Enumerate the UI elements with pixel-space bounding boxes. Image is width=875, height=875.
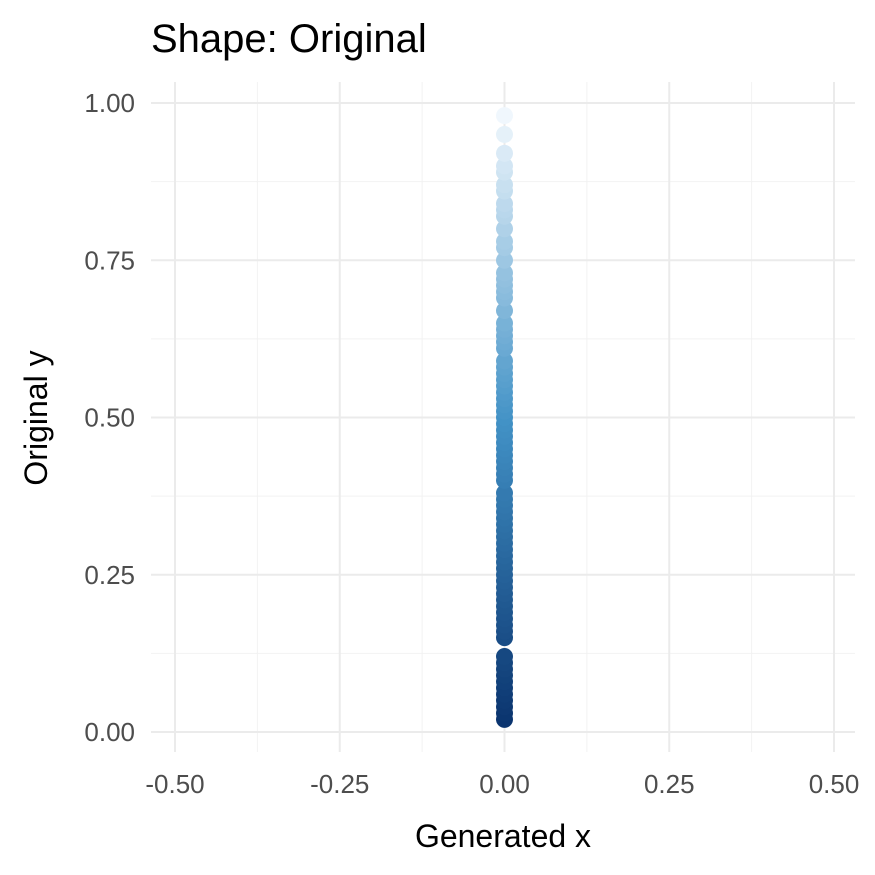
data-point (496, 107, 513, 125)
data-point (496, 314, 513, 332)
data-point (496, 251, 513, 269)
data-point (496, 125, 513, 143)
y-tick-label: 0.50 (84, 403, 135, 433)
x-tick-label: 0.00 (479, 769, 530, 799)
x-tick-label: -0.50 (145, 769, 204, 799)
y-axis-label: Original y (18, 350, 54, 485)
y-tick-label: 0.00 (84, 717, 135, 747)
data-point (496, 352, 513, 370)
tick-labels: -0.50 -0.25 0.00 0.25 0.50 0.00 0.25 0.50 0.75 1.… (84, 88, 859, 799)
x-tick-label: 0.25 (644, 769, 695, 799)
data-point (496, 195, 513, 213)
chart-title: Shape: Original (151, 17, 427, 61)
data-point (496, 484, 513, 502)
data-point (496, 302, 513, 320)
y-tick-label: 0.75 (84, 245, 135, 275)
data-point (496, 648, 513, 666)
points (496, 107, 513, 728)
data-point (496, 220, 513, 238)
data-point (496, 264, 513, 282)
data-point (496, 157, 513, 175)
y-tick-label: 1.00 (84, 88, 135, 118)
data-point (496, 176, 513, 194)
x-tick-label: 0.50 (809, 769, 860, 799)
x-axis-label: Generated x (415, 818, 591, 854)
x-tick-label: -0.25 (310, 769, 369, 799)
data-point (496, 232, 513, 250)
data-point (496, 144, 513, 162)
y-tick-label: 0.25 (84, 560, 135, 590)
